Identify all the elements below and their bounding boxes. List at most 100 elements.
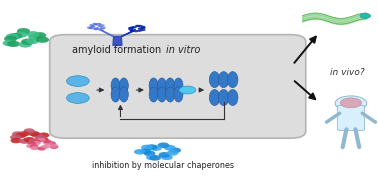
- Circle shape: [26, 144, 35, 148]
- Circle shape: [15, 133, 26, 138]
- Circle shape: [27, 141, 36, 145]
- Circle shape: [31, 132, 42, 138]
- Circle shape: [169, 148, 181, 153]
- Circle shape: [89, 24, 94, 26]
- Circle shape: [92, 27, 97, 30]
- Ellipse shape: [111, 87, 120, 102]
- Ellipse shape: [119, 78, 129, 93]
- Circle shape: [88, 27, 93, 29]
- Circle shape: [360, 13, 370, 18]
- Circle shape: [28, 139, 40, 144]
- Circle shape: [26, 31, 40, 37]
- Circle shape: [97, 28, 102, 30]
- Ellipse shape: [209, 89, 220, 105]
- Circle shape: [38, 132, 50, 138]
- Circle shape: [146, 144, 158, 150]
- Ellipse shape: [174, 87, 183, 102]
- Circle shape: [179, 86, 196, 94]
- Circle shape: [30, 144, 39, 148]
- Circle shape: [141, 27, 146, 29]
- Circle shape: [128, 28, 133, 31]
- Circle shape: [43, 139, 51, 143]
- Circle shape: [18, 131, 29, 137]
- Ellipse shape: [218, 72, 229, 88]
- Circle shape: [28, 34, 42, 40]
- Circle shape: [47, 141, 56, 145]
- Ellipse shape: [218, 89, 229, 105]
- Circle shape: [67, 76, 89, 86]
- Circle shape: [135, 25, 140, 27]
- Circle shape: [132, 26, 137, 28]
- Circle shape: [37, 147, 46, 150]
- Text: in vitro: in vitro: [166, 45, 200, 55]
- Circle shape: [23, 128, 35, 134]
- Circle shape: [19, 41, 32, 48]
- Circle shape: [101, 26, 105, 29]
- Ellipse shape: [149, 87, 158, 102]
- Circle shape: [14, 32, 27, 38]
- Circle shape: [43, 141, 52, 145]
- Circle shape: [95, 24, 100, 26]
- Circle shape: [37, 138, 45, 142]
- Circle shape: [90, 25, 95, 28]
- FancyBboxPatch shape: [338, 105, 364, 130]
- Ellipse shape: [228, 89, 238, 105]
- Circle shape: [21, 39, 34, 45]
- Ellipse shape: [157, 87, 166, 102]
- Circle shape: [139, 149, 151, 154]
- Circle shape: [167, 150, 178, 156]
- Circle shape: [94, 28, 99, 30]
- Circle shape: [134, 149, 146, 155]
- Circle shape: [17, 28, 30, 34]
- Circle shape: [130, 26, 135, 29]
- Circle shape: [12, 131, 23, 137]
- Circle shape: [32, 139, 41, 143]
- Ellipse shape: [111, 78, 120, 93]
- Circle shape: [141, 26, 146, 28]
- Circle shape: [138, 25, 143, 27]
- Circle shape: [10, 135, 21, 140]
- Text: inhibition by molecular chaperones: inhibition by molecular chaperones: [91, 161, 234, 170]
- Circle shape: [9, 33, 22, 39]
- Circle shape: [141, 145, 153, 150]
- Circle shape: [6, 33, 19, 40]
- Circle shape: [19, 138, 30, 144]
- Circle shape: [144, 151, 155, 156]
- Circle shape: [164, 145, 175, 150]
- Circle shape: [130, 30, 135, 32]
- Circle shape: [4, 36, 17, 42]
- Circle shape: [96, 23, 102, 25]
- Circle shape: [41, 145, 50, 149]
- Ellipse shape: [166, 87, 175, 102]
- Ellipse shape: [149, 78, 158, 93]
- Circle shape: [93, 23, 98, 25]
- Polygon shape: [113, 36, 122, 45]
- Circle shape: [98, 25, 103, 27]
- Circle shape: [146, 155, 158, 160]
- Circle shape: [67, 93, 89, 103]
- Circle shape: [7, 41, 20, 47]
- Circle shape: [100, 27, 105, 30]
- Ellipse shape: [166, 78, 175, 93]
- Circle shape: [32, 141, 41, 145]
- Circle shape: [141, 29, 146, 31]
- Circle shape: [3, 40, 16, 46]
- Circle shape: [26, 38, 39, 44]
- Circle shape: [50, 145, 59, 149]
- Circle shape: [158, 152, 170, 158]
- Circle shape: [150, 145, 162, 151]
- Circle shape: [138, 27, 143, 30]
- Circle shape: [129, 27, 134, 30]
- Circle shape: [37, 137, 48, 142]
- Circle shape: [149, 155, 161, 161]
- Circle shape: [87, 26, 92, 29]
- Circle shape: [50, 144, 58, 148]
- Circle shape: [137, 30, 142, 32]
- Ellipse shape: [119, 87, 129, 102]
- Circle shape: [161, 155, 173, 160]
- Circle shape: [11, 138, 22, 143]
- Circle shape: [100, 24, 105, 26]
- Polygon shape: [121, 29, 136, 36]
- Ellipse shape: [157, 78, 166, 93]
- Polygon shape: [97, 28, 114, 36]
